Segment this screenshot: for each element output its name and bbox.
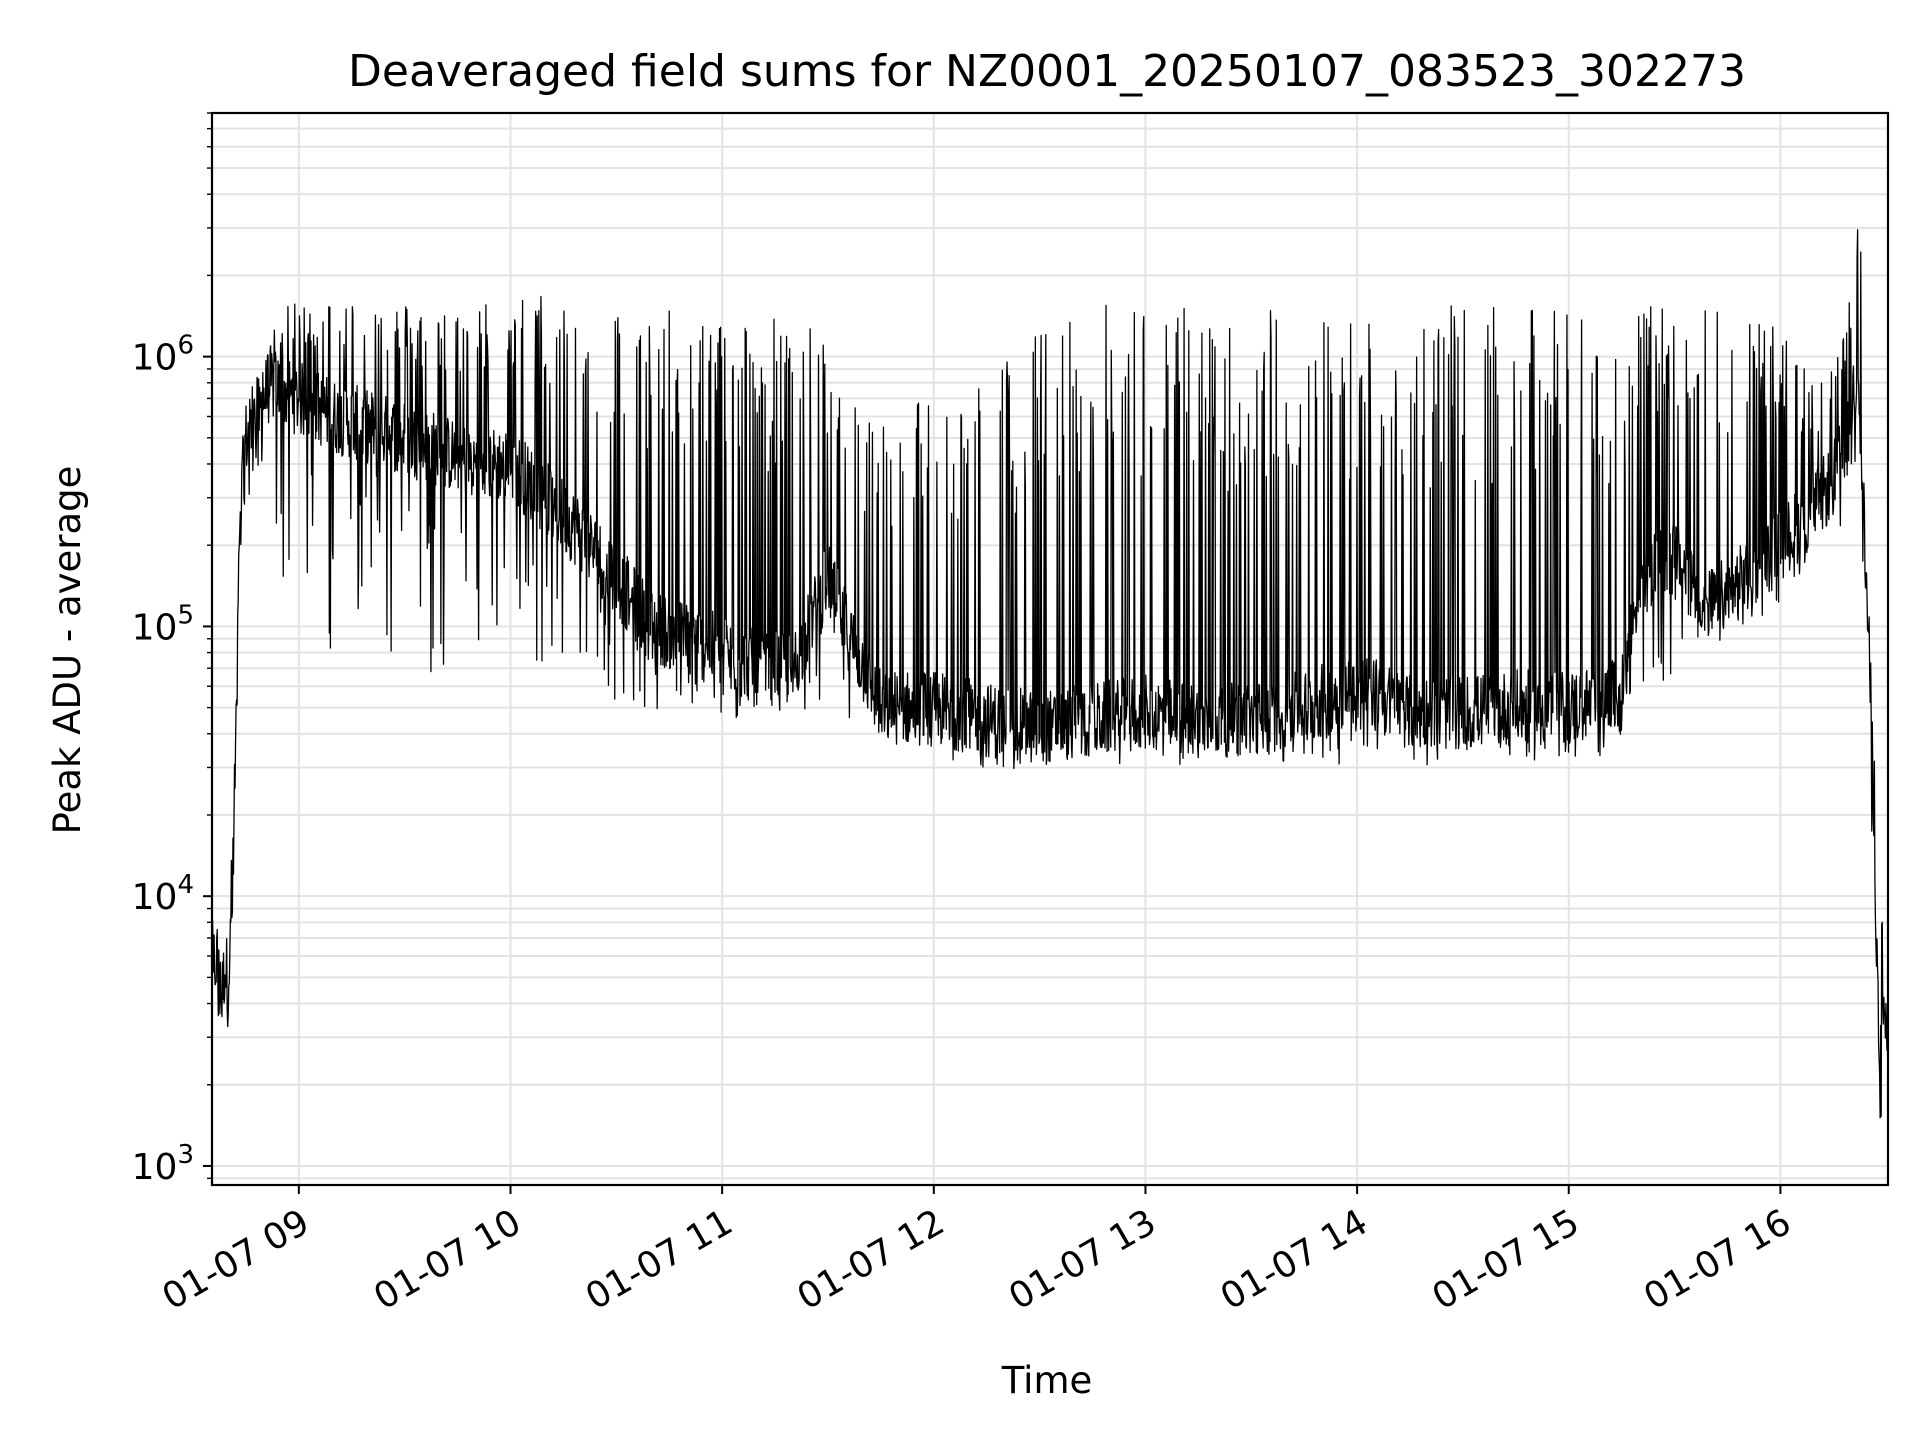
series-layer <box>211 229 1889 1119</box>
series-line <box>211 229 1889 1119</box>
y-axis-label: Peak ADU - average <box>46 466 89 835</box>
y-axis: 103 104 105 106 <box>132 112 212 1188</box>
plot-frame <box>210 111 1890 1187</box>
y-tick-label: 103 <box>132 1140 194 1188</box>
chart-title: Deaveraged field sums for NZ0001_2025010… <box>348 46 1746 97</box>
x-axis-label: Time <box>1001 1359 1093 1402</box>
y-tick-label: 105 <box>132 600 194 648</box>
y-tick-label: 104 <box>132 870 194 918</box>
y-tick-label: 106 <box>132 331 194 379</box>
